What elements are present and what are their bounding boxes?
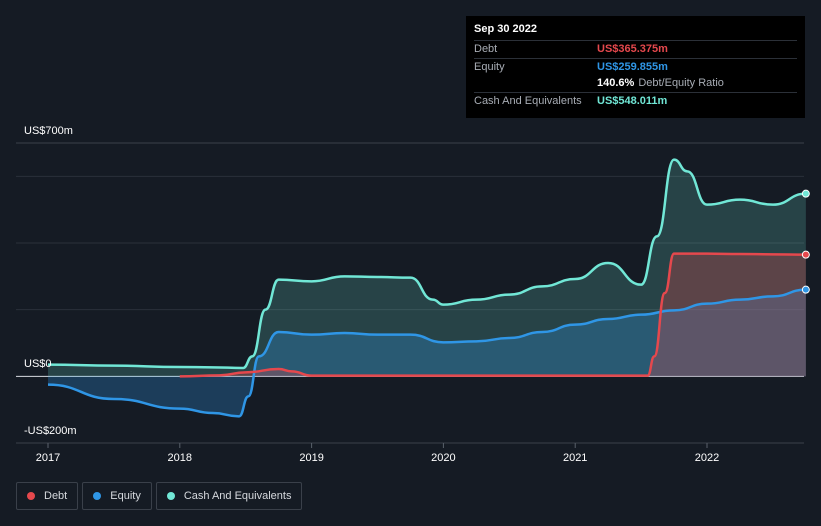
chart-legend: Debt Equity Cash And Equivalents [16, 482, 306, 510]
legend-item-equity[interactable]: Equity [82, 482, 152, 510]
equity-line [47, 288, 806, 418]
legend-debt-dot-icon [27, 492, 35, 500]
cash-end-marker [801, 189, 810, 198]
x-tick-label: 2022 [695, 452, 719, 464]
tooltip-cash-label: Cash And Equivalents [474, 94, 582, 107]
x-axis-ticks: 2017 2018 2019 2020 2021 2022 [36, 443, 719, 464]
debt-area [179, 253, 806, 377]
tooltip-equity-label: Equity [474, 60, 505, 73]
equity-area [48, 289, 806, 417]
x-tick-label: 2019 [299, 452, 323, 464]
tooltip-debt-row: Debt US$365.375m [474, 40, 797, 58]
tooltip-debt-label: Debt [474, 43, 498, 56]
x-tick-label: 2017 [36, 452, 60, 464]
y-tick-label: US$700m [24, 125, 73, 137]
legend-cash-dot-icon [166, 492, 175, 500]
x-tick-label: 2021 [563, 452, 587, 464]
legend-debt-label: Debt [44, 490, 68, 502]
tooltip-equity-row: Equity US$259.855m [474, 57, 797, 76]
legend-equity-dot-icon [93, 492, 102, 500]
tooltip-ratio-row: 140.6% Debt/Equity Ratio [474, 75, 797, 92]
tooltip-equity-value: US$259.855m [597, 60, 668, 73]
tooltip-date: Sep 30 2022 [474, 23, 537, 35]
cash-area [48, 159, 806, 377]
tooltip-ratio-label: Debt/Equity Ratio [638, 77, 724, 90]
legend-item-cash[interactable]: Cash And Equivalents [155, 482, 303, 510]
data-tooltip: Sep 30 2022 Debt US$365.375m Equity US$2… [466, 16, 805, 118]
legend-equity-label: Equity [110, 490, 141, 502]
legend-item-debt[interactable]: Debt [16, 482, 79, 510]
series-end-markers [801, 189, 810, 294]
tooltip-debt-value: US$365.375m [597, 43, 668, 56]
legend-cash-label: Cash And Equivalents [183, 490, 292, 502]
cash-line [47, 158, 806, 370]
tooltip-cash-value: US$548.011m [597, 94, 668, 107]
grid-lines [16, 142, 804, 444]
y-tick-label: -US$200m [24, 425, 77, 437]
x-tick-label: 2018 [168, 452, 192, 464]
tooltip-ratio-value: 140.6% [597, 77, 635, 90]
series-lines [47, 158, 806, 418]
debt-line [179, 252, 806, 378]
y-tick-label: US$0 [24, 358, 52, 370]
tooltip-cash-row: Cash And Equivalents US$548.011m [474, 91, 797, 110]
equity-end-marker [801, 285, 810, 294]
series-areas [48, 159, 806, 417]
debt-end-marker [801, 250, 810, 259]
x-tick-label: 2020 [431, 452, 455, 464]
